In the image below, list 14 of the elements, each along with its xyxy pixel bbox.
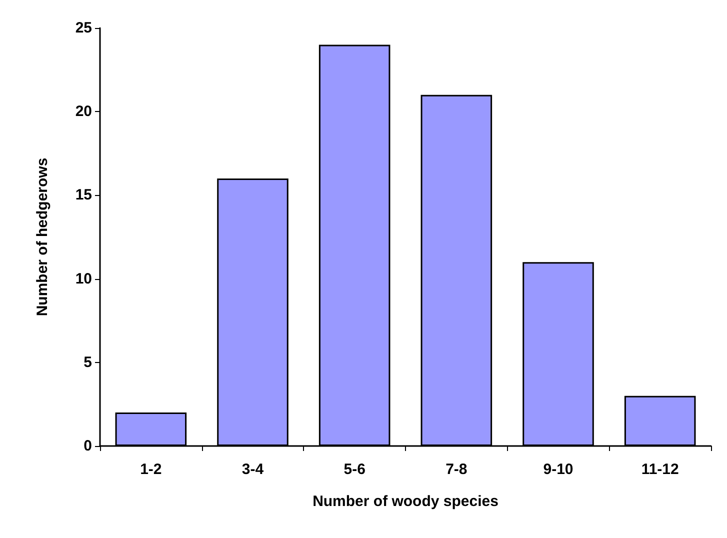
x-tick-label: 9-10	[543, 461, 574, 478]
y-axis-title: Number of hedgerows	[34, 158, 51, 316]
x-tick-label: 7-8	[446, 461, 468, 478]
x-tick-label: 1-2	[140, 461, 162, 478]
x-tick-label: 3-4	[242, 461, 264, 478]
x-tick-label: 5-6	[344, 461, 366, 478]
x-axis-title: Number of woody species	[312, 493, 498, 510]
y-tick-label: 15	[75, 186, 92, 204]
y-tick-label: 10	[75, 270, 92, 288]
y-tick-label: 25	[75, 20, 92, 36]
y-tick-label: 5	[84, 354, 92, 371]
x-tick-label: 11-12	[641, 461, 679, 478]
y-tick-label: 20	[75, 103, 92, 120]
y-tick-label: 0	[84, 438, 92, 454]
